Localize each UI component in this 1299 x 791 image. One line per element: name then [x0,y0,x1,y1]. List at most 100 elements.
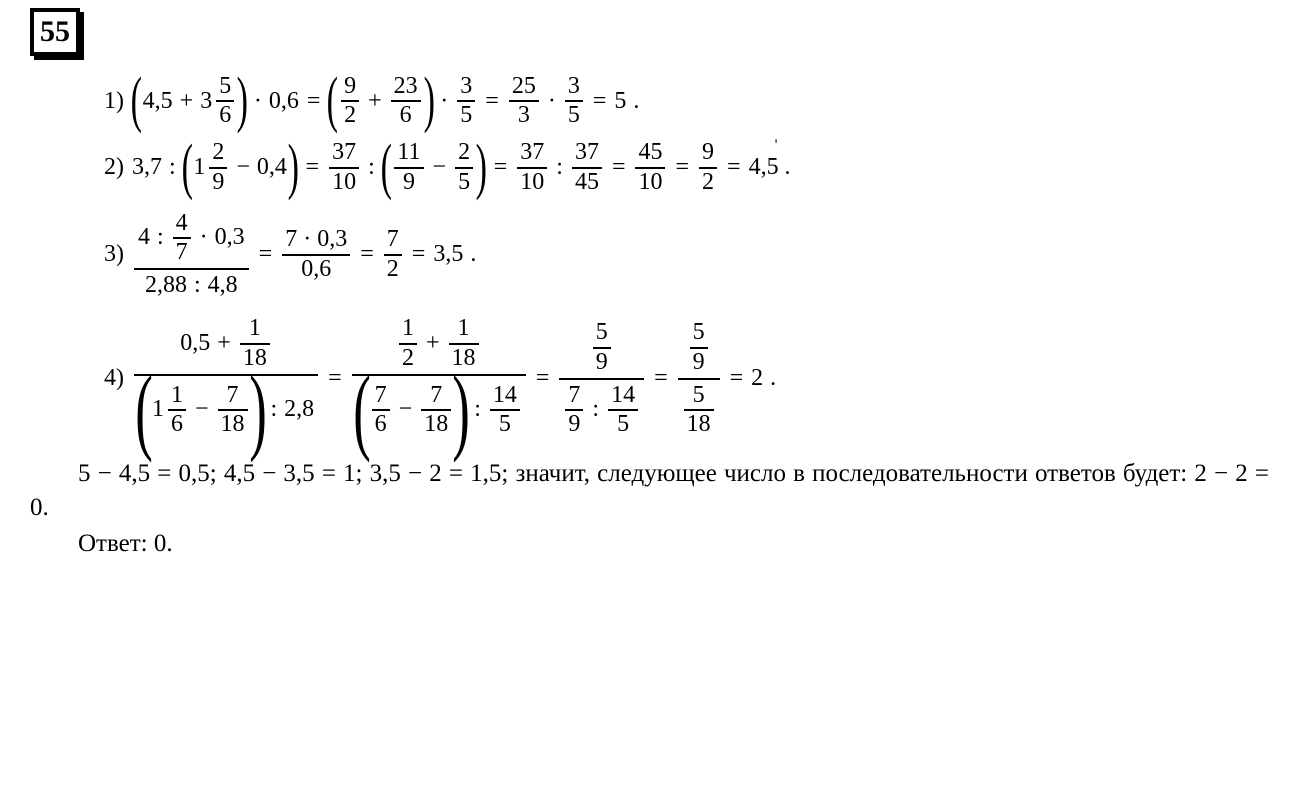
equals-op: = [360,240,374,269]
equals-op: = [307,87,321,116]
value: 0,6 [269,87,299,116]
period: . [470,240,476,269]
fraction: 59 [690,320,708,374]
fraction: 236 [391,74,421,128]
equals-op: = [730,364,744,393]
lparen-icon: ( [380,146,391,189]
equals-op: = [593,87,607,116]
fraction: 92 [341,74,359,128]
item-label: 1) [90,87,124,116]
equals-op: = [612,153,626,182]
fraction: 3745 [572,140,602,194]
fraction: 145 [608,383,638,437]
equation-3: 3) 4 : 47 · 0,3 2,88 : 4,8 = 7 · 0,30,6 … [90,209,1269,301]
fraction: 7 · 0,30,6 [282,227,350,281]
fraction: 16 [168,383,186,437]
fraction: 59 [593,320,611,374]
mixed-number: 1 16 [152,383,188,437]
rparen-icon: ) [476,146,487,189]
fraction: 3710 [517,140,547,194]
fraction: 76 [372,383,390,437]
equals-op: = [654,364,668,393]
equals-op: = [306,153,320,182]
answer-text: Ответ: 0. [30,527,1269,561]
value: 4,5 [143,87,173,116]
lparen-icon: ( [353,379,371,441]
rparen-icon: ) [249,379,267,441]
fraction: 35 [565,74,583,128]
equals-op: = [328,364,342,393]
problem-number-box: 55 [30,8,80,56]
equals-op: = [259,240,273,269]
fraction: 79 [565,383,583,437]
plus-op: + [368,87,382,116]
result: 4,5 [749,153,779,182]
math-solution-page: 55 1) ( 4,5 + 3 5 6 ) · 0,6 = ( 92 + 236… [0,0,1299,570]
fraction: 12 [399,316,417,370]
equation-4: 4) 0,5 + 118 ( 1 16 − 718 ) : 2,8 = [90,314,1269,443]
rparen-icon: ) [423,79,434,122]
dot-op: · [548,87,556,116]
equals-op: = [485,87,499,116]
equals-op: = [727,153,741,182]
dot-op: · [440,87,448,116]
lparen-icon: ( [135,379,153,441]
explanation: 5 − 4,5 = 0,5; 4,5 − 3,5 = 1; 3,5 − 2 = … [30,457,1269,560]
colon-op: : [368,153,375,182]
period: . [633,87,639,116]
problem-number: 55 [40,15,70,48]
big-fraction: 59 79 : 145 [559,318,644,439]
lparen-icon: ( [181,146,192,189]
fraction: 29 [209,140,227,194]
fraction: 518 [684,383,714,437]
equation-2: 2) 3,7 : ( 1 29 − 0,4 ) = 3710 : ( 119 −… [90,140,1269,194]
whole: 3 [200,87,212,116]
item-label: 2) [90,153,124,182]
item-label: 3) [90,240,124,269]
fraction: 35 [457,74,475,128]
equation-1: 1) ( 4,5 + 3 5 6 ) · 0,6 = ( 92 + 236 ) … [90,74,1269,128]
value: 0,4 [257,153,287,182]
rparen-icon: ) [288,146,299,189]
colon-op: : [169,153,176,182]
colon-op: : [556,153,563,182]
mixed-number: 1 29 [193,140,229,194]
minus-op: − [236,153,250,182]
minus-op: − [433,153,447,182]
item-label: 4) [90,364,124,393]
lparen-icon: ( [131,79,142,122]
fraction: 25 [455,140,473,194]
result: 2 [751,364,763,393]
fraction: 3710 [329,140,359,194]
fraction: 145 [490,383,520,437]
fraction: 92 [699,140,717,194]
explanation-text: 5 − 4,5 = 0,5; 4,5 − 3,5 = 1; 3,5 − 2 = … [30,457,1269,525]
equals-op: = [536,364,550,393]
rparen-icon: ) [452,379,470,441]
fraction: 253 [509,74,539,128]
big-fraction: 0,5 + 118 ( 1 16 − 718 ) : 2,8 [134,314,318,443]
lparen-icon: ( [327,79,338,122]
big-fraction: 4 : 47 · 0,3 2,88 : 4,8 [134,209,249,301]
value: 3,7 [132,153,162,182]
fraction: 4510 [635,140,665,194]
plus-op: + [180,87,194,116]
result: 3,5 [433,240,463,269]
fraction: 718 [218,383,248,437]
fraction: 119 [394,140,423,194]
period: . [784,153,790,182]
fraction: 72 [384,227,402,281]
big-fraction: 12 + 118 ( 76 − 718 ) : 145 [352,314,526,443]
period: . [770,364,776,393]
dot-op: · [254,87,262,116]
mixed-number: 3 5 6 [200,74,236,128]
tick-mark-icon: ' [775,136,778,155]
equals-op: = [675,153,689,182]
big-fraction: 59 518 [678,318,720,439]
equals-op: = [412,240,426,269]
result: 5 [614,87,626,116]
fraction: 5 6 [216,74,234,128]
fraction: 47 [173,211,191,265]
equals-op: = [494,153,508,182]
fraction: 718 [421,383,451,437]
